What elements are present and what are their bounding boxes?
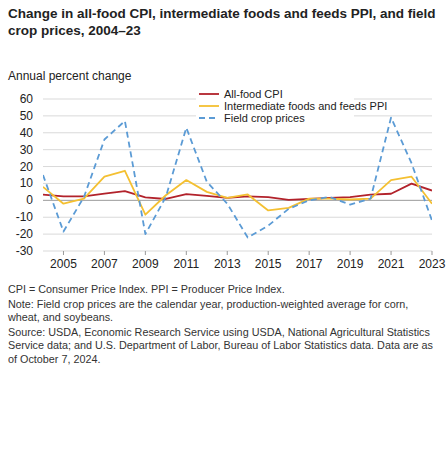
grid-line	[43, 183, 432, 184]
y-tick-label: 60	[20, 92, 34, 106]
x-tick-label: 2017	[296, 257, 323, 271]
legend-label: Field crop prices	[224, 112, 305, 124]
x-tick	[186, 251, 187, 255]
x-tick	[227, 251, 228, 255]
legend-swatch	[199, 117, 219, 119]
legend-label: Intermediate foods and feeds PPI	[224, 100, 387, 112]
y-tick-label: 0	[26, 193, 33, 207]
x-tick-label: 2019	[337, 257, 364, 271]
grid-line	[43, 234, 432, 235]
x-tick-label: 2023	[419, 257, 446, 271]
x-tick-label: 2009	[132, 257, 159, 271]
legend-swatch	[199, 105, 219, 107]
plot-area	[43, 118, 432, 238]
y-tick-label: 40	[20, 126, 34, 140]
chart-title: Change in all-food CPI, intermediate foo…	[8, 5, 438, 39]
notes: CPI = Consumer Price Index. PPI = Produc…	[8, 283, 440, 368]
grid-line	[43, 132, 432, 133]
grid-line	[43, 200, 432, 201]
y-tick-label: -30	[16, 244, 34, 258]
series-line	[43, 118, 432, 238]
x-tick	[63, 251, 64, 255]
grid-line	[43, 217, 432, 218]
x-tick	[268, 251, 269, 255]
x-tick-label: 2007	[91, 257, 118, 271]
y-tick-label: 50	[20, 109, 34, 123]
note: Note: Field crop prices are the calendar…	[8, 298, 440, 325]
series-line	[43, 171, 432, 215]
x-tick	[104, 251, 105, 255]
chart-svg: Annual percent change -30 -20 -10 0 10 20 30 40 5…	[0, 0, 446, 450]
grid-line	[43, 251, 432, 252]
grid-line	[43, 166, 432, 167]
x-tick	[391, 251, 392, 255]
legend: All-food CPIIntermediate foods and feeds…	[196, 86, 387, 128]
x-tick-label: 2015	[255, 257, 282, 271]
y-axis-label: Annual percent change	[8, 69, 132, 83]
x-tick	[145, 251, 146, 255]
legend-label: All-food CPI	[224, 88, 283, 100]
x-tick-label: 2021	[378, 257, 405, 271]
note: Source: USDA, Economic Research Service …	[8, 326, 440, 367]
x-tick	[309, 251, 310, 255]
y-tick-label: -20	[16, 227, 34, 241]
x-tick-label: 2005	[50, 257, 77, 271]
note: CPI = Consumer Price Index. PPI = Produc…	[8, 283, 440, 297]
y-tick-label: 10	[20, 176, 34, 190]
x-tick-label: 2011	[173, 257, 199, 271]
legend-swatch	[199, 93, 219, 95]
x-tick	[432, 251, 433, 255]
y-tick-label: 30	[20, 143, 34, 157]
x-tick	[350, 251, 351, 255]
y-tick-label: 20	[20, 160, 34, 174]
x-tick-label: 2013	[214, 257, 241, 271]
y-tick-label: -10	[16, 210, 34, 224]
